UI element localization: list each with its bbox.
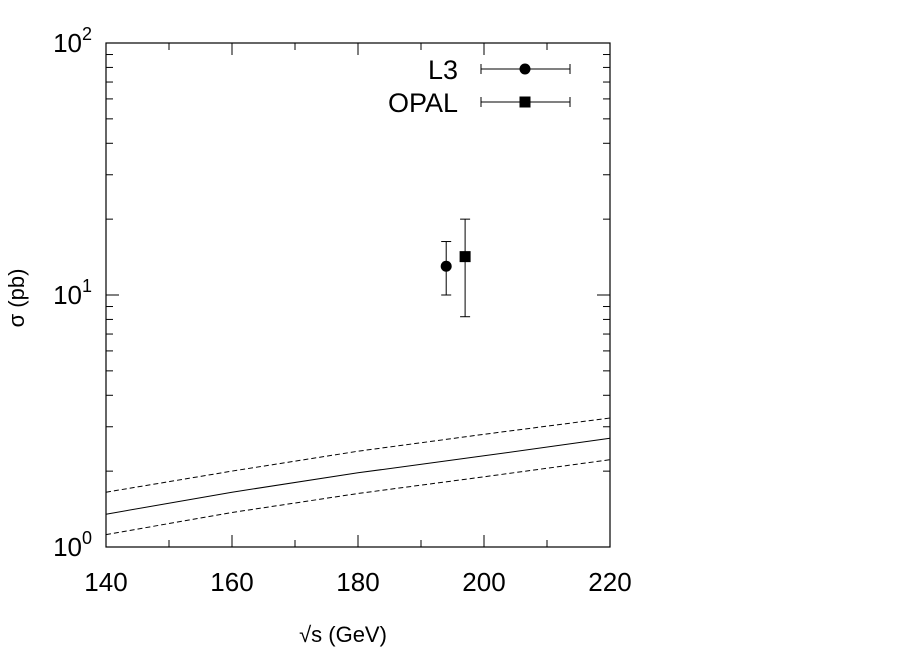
- data-points: [440, 218, 471, 318]
- plot-frame: [105, 42, 611, 548]
- x-tick-label: 140: [84, 567, 127, 597]
- legend-marker-l3: [519, 63, 531, 75]
- y-tick-label: 102: [53, 24, 92, 58]
- theory-curve-dashed-2: [105, 459, 611, 536]
- y-axis-label: σ (pb): [4, 269, 29, 328]
- x-tick-label: 220: [588, 567, 631, 597]
- legend-label-l3: L3: [428, 55, 458, 85]
- x-tick-label: 160: [210, 567, 253, 597]
- x-tick-label: 200: [462, 567, 505, 597]
- y-tick-labels: 100 101 102: [53, 24, 92, 562]
- theory-curve-solid-1: [105, 437, 611, 515]
- x-tick-label: 180: [336, 567, 379, 597]
- theory-curve-dashed-0: [105, 417, 611, 493]
- axis-ticks: [105, 43, 611, 548]
- y-tick-label: 100: [53, 528, 92, 562]
- x-axis-label: √s (GeV): [299, 622, 387, 647]
- legend-marker-opal: [519, 96, 531, 108]
- plot-border: [105, 42, 611, 548]
- legend-label-opal: OPAL: [388, 88, 458, 118]
- point-l3: [440, 260, 452, 272]
- y-tick-label: 101: [53, 276, 92, 310]
- x-tick-labels: 140 160 180 200 220: [84, 567, 631, 597]
- point-opal: [459, 251, 471, 263]
- theory-curves: [105, 417, 611, 536]
